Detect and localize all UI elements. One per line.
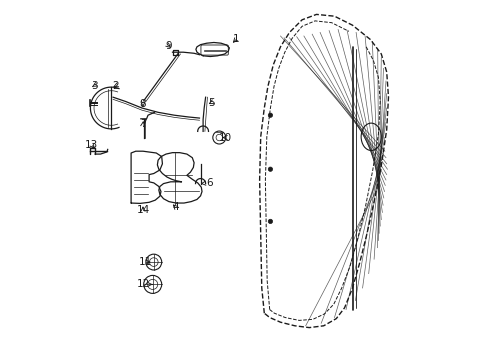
Text: 2: 2 bbox=[112, 81, 119, 91]
Text: 13: 13 bbox=[85, 140, 98, 150]
Text: 9: 9 bbox=[165, 41, 172, 51]
Text: 8: 8 bbox=[140, 99, 146, 109]
Text: 11: 11 bbox=[139, 257, 152, 267]
Text: 14: 14 bbox=[136, 204, 149, 215]
Text: 6: 6 bbox=[201, 178, 212, 188]
Text: 1: 1 bbox=[233, 34, 240, 44]
Text: 12: 12 bbox=[136, 279, 152, 289]
Text: 4: 4 bbox=[172, 202, 178, 212]
Circle shape bbox=[268, 167, 272, 171]
Circle shape bbox=[268, 219, 272, 224]
Text: 7: 7 bbox=[140, 119, 146, 129]
Circle shape bbox=[268, 113, 272, 117]
Text: 5: 5 bbox=[207, 98, 214, 108]
Text: 10: 10 bbox=[219, 132, 232, 143]
Text: 3: 3 bbox=[90, 81, 98, 91]
